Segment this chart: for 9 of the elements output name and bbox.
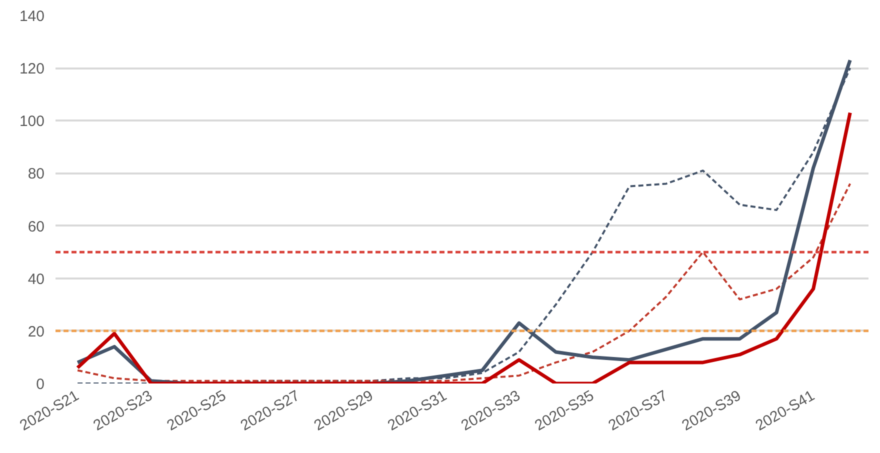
y-tick-label: 100 bbox=[19, 113, 45, 130]
line-series bbox=[76, 182, 852, 382]
y-tick-label: 60 bbox=[28, 218, 45, 236]
y-tick-label: 120 bbox=[19, 60, 45, 78]
y-tick-label: 80 bbox=[28, 166, 45, 183]
y-tick-label: 140 bbox=[19, 8, 45, 25]
y-tick-label: 0 bbox=[36, 376, 44, 393]
y-tick-label: 40 bbox=[28, 270, 45, 288]
y-tick-label: 20 bbox=[28, 323, 45, 340]
